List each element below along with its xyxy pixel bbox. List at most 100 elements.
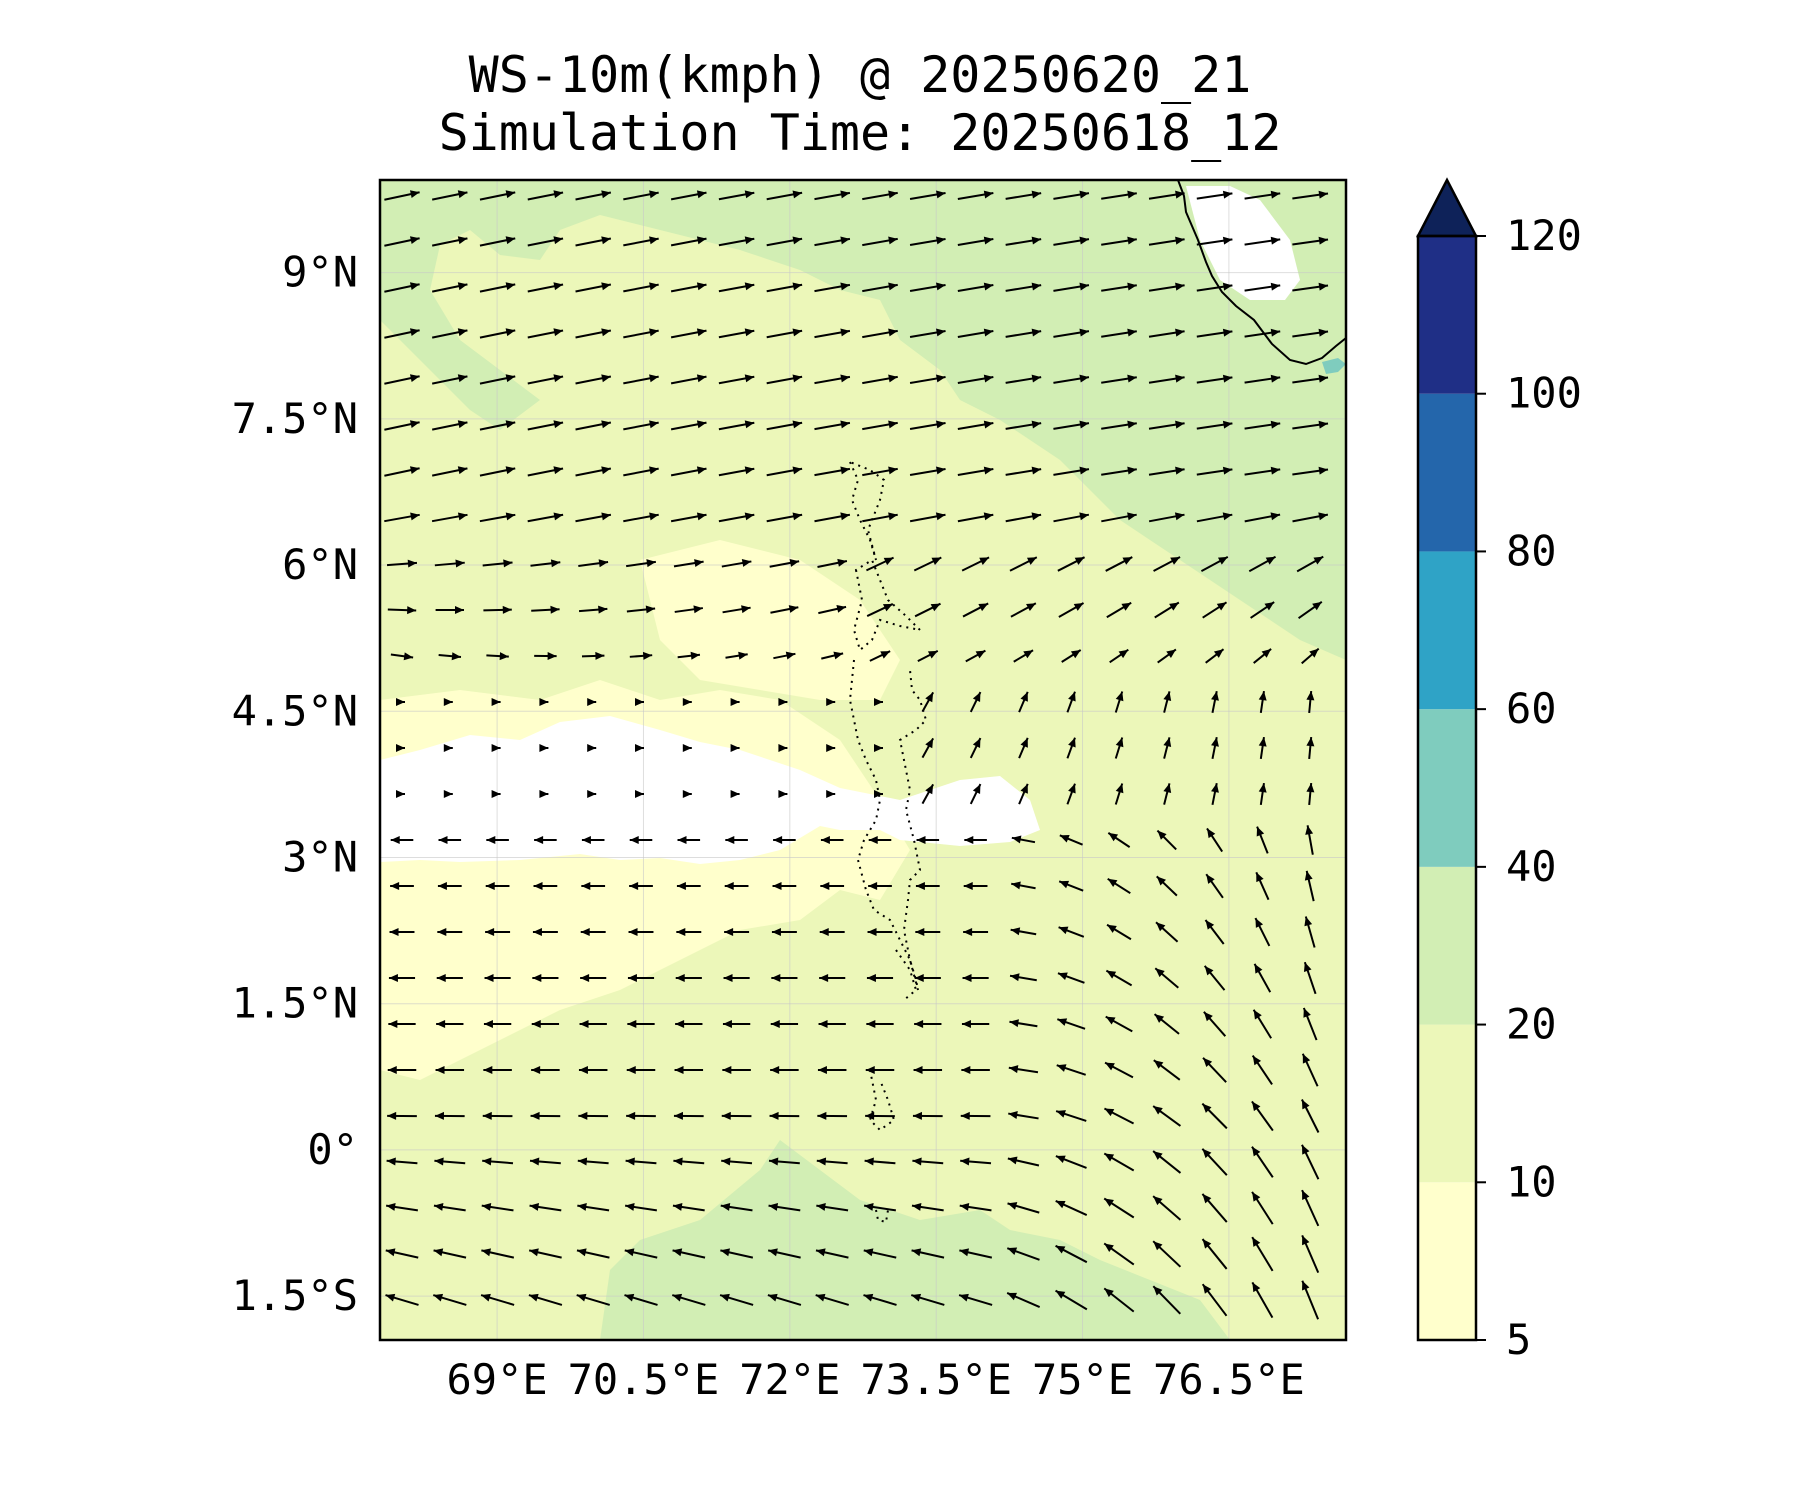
wind-arrow	[914, 602, 941, 618]
wind-arrow	[817, 558, 848, 568]
wind-arrow	[1008, 1065, 1039, 1074]
wind-arrow	[722, 1020, 751, 1028]
wind-arrow	[1055, 1110, 1087, 1122]
colorbar-tick-label: 5	[1506, 1315, 1531, 1364]
wind-arrow	[443, 790, 453, 798]
wind-arrow	[672, 1202, 705, 1212]
wind-arrow	[1061, 649, 1082, 663]
shade-band-20-40-south	[600, 1140, 1230, 1340]
wind-arrow	[623, 512, 659, 523]
wind-arrow	[623, 328, 659, 339]
wind-arrow	[1211, 783, 1219, 805]
wind-arrow	[1244, 282, 1281, 292]
wind-arrow	[682, 744, 692, 752]
wind-arrow	[1251, 1191, 1274, 1225]
wind-arrow	[1105, 969, 1133, 987]
wind-arrow	[384, 190, 420, 201]
wind-arrow	[816, 1202, 849, 1212]
wind-arrow	[623, 420, 659, 431]
wind-arrow	[1204, 919, 1225, 945]
wind-arrow	[674, 605, 704, 614]
wind-arrow	[436, 974, 463, 982]
wind-arrow	[670, 466, 707, 477]
wind-arrow	[1148, 374, 1185, 384]
wind-arrow	[959, 1202, 992, 1212]
wind-arrow	[820, 882, 845, 890]
wind-arrow	[677, 651, 701, 660]
longitude-tick-labels: 69°E 70.5°E 72°E 73.5°E 75°E 76.5°E	[447, 1355, 1305, 1404]
wind-arrow	[1066, 737, 1076, 759]
wind-arrow	[531, 1020, 560, 1028]
lat-tick-label: 0°	[307, 1125, 358, 1174]
wind-arrow	[768, 1157, 800, 1166]
wind-arrow	[587, 790, 597, 798]
wind-arrow	[1105, 1015, 1133, 1033]
wind-arrow	[479, 374, 516, 385]
wind-arrow	[718, 420, 755, 431]
wind-arrow	[957, 328, 994, 338]
wind-arrow	[1148, 236, 1185, 246]
wind-arrow	[1009, 556, 1038, 572]
wind-arrow	[627, 1020, 655, 1028]
wind-arrow	[724, 882, 749, 890]
wind-arrow	[534, 836, 557, 844]
wind-arrow	[817, 1066, 847, 1074]
wind-arrow	[575, 190, 612, 201]
wind-arrow	[962, 974, 989, 982]
wind-arrow	[635, 790, 644, 798]
wind-arrow	[530, 1111, 561, 1120]
wind-arrow	[959, 1248, 993, 1259]
wind-arrow	[1304, 870, 1315, 902]
wind-arrow	[635, 744, 644, 752]
wind-arrow	[1196, 466, 1233, 476]
wind-arrow	[387, 1066, 417, 1074]
wind-arrow	[769, 1111, 800, 1120]
wind-arrow	[1101, 236, 1137, 246]
wind-arrow	[482, 1111, 513, 1120]
wind-arrow	[1301, 1099, 1320, 1133]
wind-arrow	[868, 882, 892, 890]
wind-arrow	[479, 466, 516, 477]
wind-arrow	[1292, 466, 1329, 476]
wind-arrow	[437, 928, 463, 936]
wind-arrow	[1200, 555, 1229, 573]
wind-arrow	[682, 698, 692, 706]
wind-arrow	[491, 790, 501, 798]
wind-arrow	[766, 374, 803, 385]
wind-arrow	[1057, 556, 1086, 572]
wind-arrow	[771, 974, 798, 982]
wind-arrow	[1066, 783, 1076, 805]
wind-speed-shading	[380, 180, 1346, 1340]
colorbar-segment	[1418, 551, 1476, 710]
wind-arrow	[1053, 328, 1090, 338]
wind-arrow	[532, 928, 558, 936]
wind-arrow	[814, 466, 851, 477]
wind-arrow	[721, 1157, 753, 1166]
wind-arrow	[532, 974, 559, 982]
wind-arrow	[486, 652, 509, 661]
wind-arrow	[1058, 880, 1084, 892]
wind-arrow	[917, 649, 939, 663]
wind-arrow	[1292, 512, 1329, 523]
wind-arrow	[1156, 829, 1177, 851]
wind-arrow	[384, 236, 420, 247]
wind-arrow	[443, 698, 453, 706]
wind-arrow	[1196, 512, 1233, 523]
wind-arrow	[534, 652, 557, 661]
wind-arrow	[909, 328, 946, 339]
wind-arrow	[1253, 963, 1272, 993]
wind-arrow	[677, 836, 701, 844]
wind-arrow	[1005, 328, 1042, 338]
wind-arrow	[915, 928, 941, 936]
wind-arrow	[1055, 1200, 1088, 1216]
wind-arrow	[1258, 690, 1267, 714]
wind-arrow	[1306, 736, 1315, 760]
wind-arrow	[390, 836, 414, 844]
wind-arrow	[485, 882, 510, 890]
wind-arrow	[914, 1020, 942, 1028]
wind-arrow	[722, 605, 751, 614]
wind-arrow	[479, 236, 516, 247]
wind-arrow	[623, 466, 659, 477]
wind-arrow	[814, 328, 851, 339]
wind-arrow	[626, 1066, 656, 1074]
